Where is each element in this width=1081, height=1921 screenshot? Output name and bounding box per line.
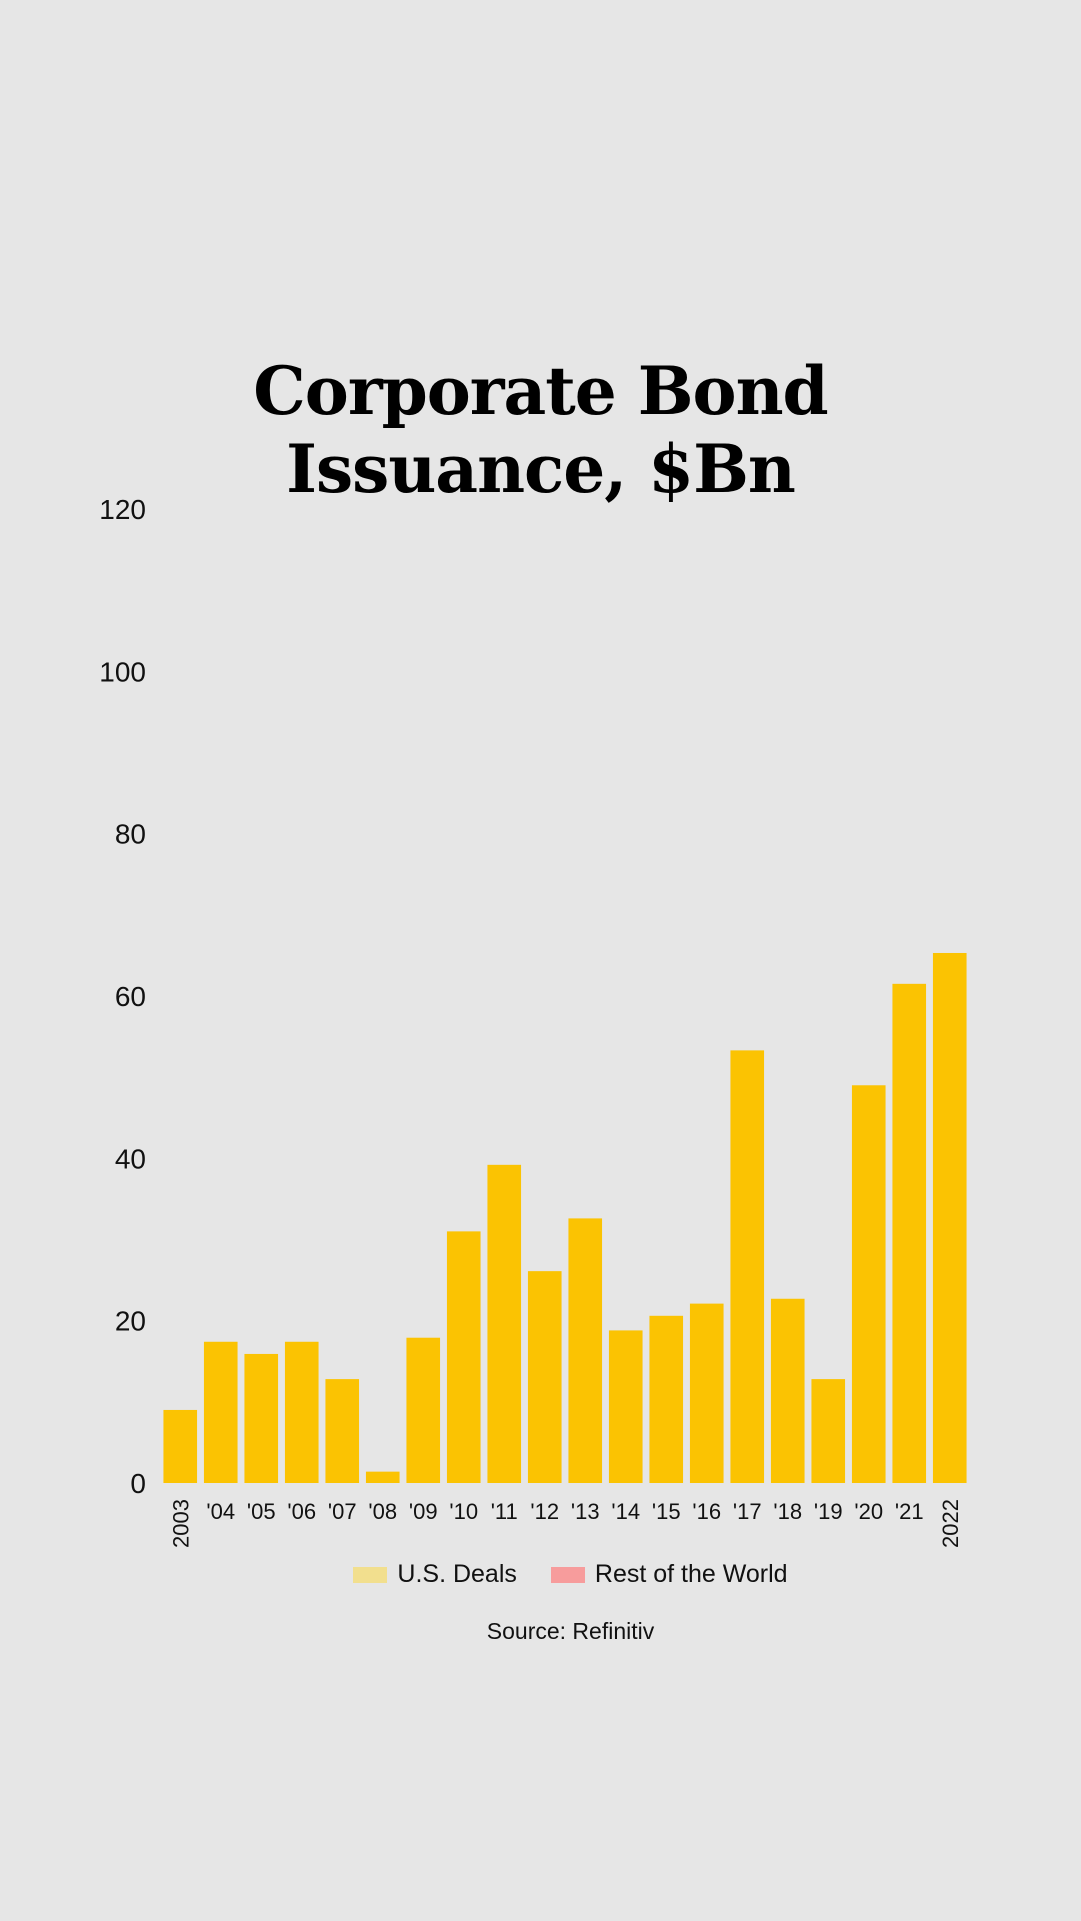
y-axis: 0 20 40 60 80 100 120 [99, 494, 146, 1499]
x-tick-label: 2022 [938, 1499, 963, 1548]
x-tick-label: '11 [491, 1499, 518, 1524]
y-tick-label: 100 [99, 656, 146, 687]
bar-11[interactable] [487, 1164, 522, 1483]
x-tick-label: 2003 [168, 1499, 193, 1548]
bar-16[interactable] [689, 1303, 724, 1483]
bar-17[interactable] [730, 1050, 765, 1483]
legend-label-rest-of-world: Rest of the World [594, 1560, 788, 1588]
x-tick-label: '19 [814, 1499, 843, 1524]
bar-2003[interactable] [163, 1409, 198, 1483]
source-note: Source: Refinitiv [486, 1618, 655, 1644]
bar-06[interactable] [284, 1341, 319, 1483]
x-tick-label: '17 [733, 1499, 762, 1524]
y-tick-label: 60 [115, 981, 146, 1012]
bar-13[interactable] [568, 1218, 603, 1483]
bar-12[interactable] [527, 1271, 562, 1483]
bars-group [163, 952, 967, 1483]
x-tick-label: '06 [287, 1499, 316, 1524]
bar-07[interactable] [325, 1379, 360, 1483]
bar-19[interactable] [811, 1379, 846, 1483]
bar-15[interactable] [649, 1315, 684, 1483]
x-axis: 2003 '04 '05 '06 '07 '08 '09 '10 '11 '12 '13 '14 '15… [168, 1499, 963, 1548]
x-tick-label: '15 [652, 1499, 681, 1524]
x-tick-label: '08 [368, 1499, 397, 1524]
x-tick-label: '12 [530, 1499, 559, 1524]
bar-08[interactable] [365, 1471, 400, 1483]
bar-18[interactable] [770, 1298, 805, 1483]
x-tick-label: '16 [692, 1499, 721, 1524]
x-tick-label: '04 [206, 1499, 235, 1524]
x-tick-label: '14 [611, 1499, 640, 1524]
x-tick-label: '20 [854, 1499, 883, 1524]
bar-05[interactable] [244, 1353, 279, 1483]
y-tick-label: 0 [130, 1468, 146, 1499]
x-tick-label: '21 [895, 1499, 924, 1524]
x-tick-label: '05 [247, 1499, 276, 1524]
bar-21[interactable] [892, 983, 927, 1483]
bar-14[interactable] [608, 1330, 643, 1483]
y-tick-label: 20 [115, 1306, 146, 1337]
x-tick-label: '18 [773, 1499, 802, 1524]
x-tick-label: '10 [449, 1499, 478, 1524]
bar-10[interactable] [446, 1231, 481, 1483]
legend-swatch-us-deals [353, 1566, 388, 1583]
x-tick-label: '13 [571, 1499, 600, 1524]
legend: U.S. Deals Rest of the World [0, 1560, 1081, 1589]
bar-20[interactable] [851, 1085, 886, 1483]
y-tick-label: 80 [115, 819, 146, 850]
legend-item-us-deals[interactable]: U.S. Deals [353, 1560, 517, 1589]
x-tick-label: '07 [328, 1499, 357, 1524]
y-tick-label: 40 [115, 1143, 146, 1174]
chart-title: Corporate Bond Issuance, $Bn [253, 352, 828, 508]
bar-04[interactable] [203, 1341, 238, 1483]
legend-label-us-deals: U.S. Deals [397, 1560, 517, 1588]
x-tick-label: '09 [409, 1499, 438, 1524]
y-tick-label: 120 [99, 494, 146, 525]
bar-09[interactable] [406, 1337, 441, 1483]
legend-swatch-rest-of-world [550, 1566, 585, 1583]
bar-2022[interactable] [932, 952, 967, 1483]
legend-item-rest-of-world[interactable]: Rest of the World [550, 1560, 788, 1589]
